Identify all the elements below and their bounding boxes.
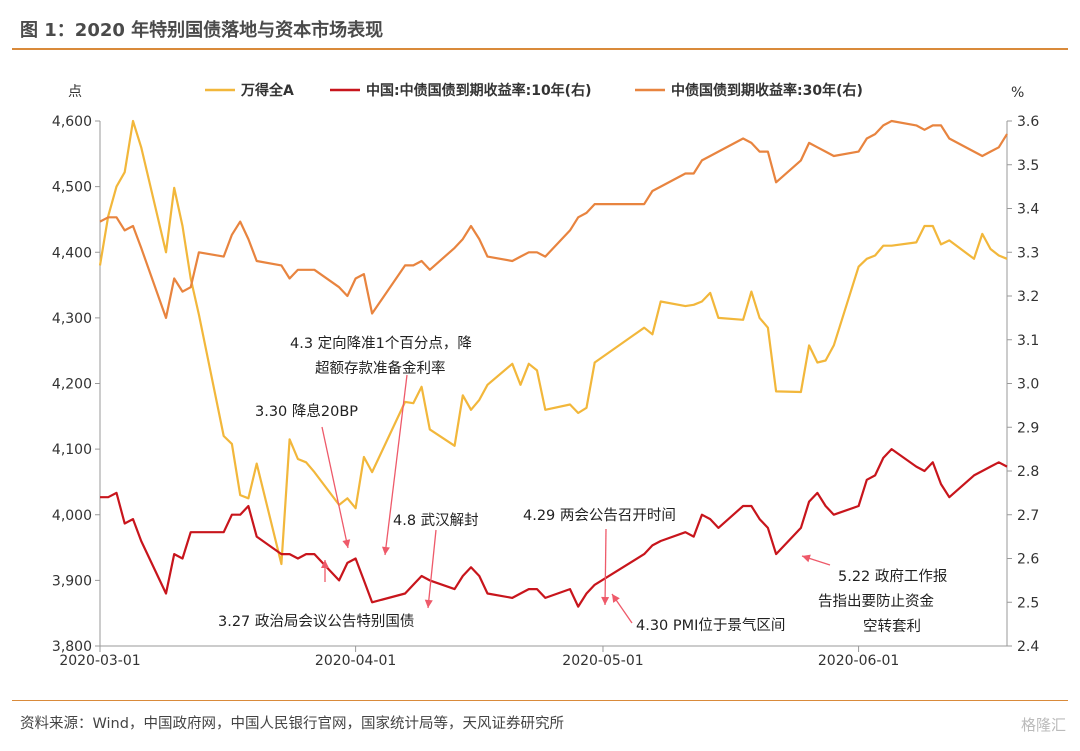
annotation-label: 3.30 降息20BP (255, 403, 358, 420)
annotation-arrowhead (342, 539, 351, 548)
annotation-arrow (604, 528, 607, 606)
y-tick-label-right: 3.6 (1017, 114, 1039, 130)
y-tick-label-right: 2.9 (1017, 420, 1039, 436)
y-tick-label-left: 4,400 (52, 245, 92, 261)
legend-label: 中债国债到期收益率:30年(右) (671, 82, 863, 99)
y-tick-label-right: 3.1 (1017, 333, 1039, 349)
annotation-label: 空转套利 (863, 618, 921, 635)
watermark: 格隆汇 (1020, 716, 1066, 734)
y-tick-label-left: 4,000 (52, 508, 92, 524)
legend-label: 万得全A (240, 82, 294, 99)
y-tick-label-left: 4,600 (52, 114, 92, 130)
annotation-arrow (321, 426, 349, 549)
annotation-arrowhead (601, 596, 610, 605)
annotation-arrowhead (382, 546, 390, 555)
y-tick-label-right: 2.6 (1017, 552, 1039, 568)
chart-title: 图 1：2020 年特别国债落地与资本市场表现 (20, 20, 384, 41)
footer-rule (12, 700, 1068, 701)
annotation-label: 4.8 武汉解封 (393, 512, 479, 529)
annotation-label: 4.3 定向降准1个百分点，降 (290, 335, 472, 352)
annotation-arrowhead (802, 554, 811, 563)
annotation-label: 告指出要防止资金 (818, 593, 934, 610)
x-tick-label: 2020-03-01 (59, 653, 140, 669)
annotation-label: 3.27 政治局会议公告特别国债 (218, 613, 414, 630)
y-tick-label-left: 3,900 (52, 573, 92, 589)
annotation-arrowhead (321, 560, 329, 568)
y-tick-label-left: 4,500 (52, 180, 92, 196)
y-axis-left-label: 点 (68, 84, 82, 100)
annotation-label: 4.30 PMI位于景气区间 (636, 617, 785, 634)
annotation-label: 5.22 政府工作报 (838, 568, 947, 585)
x-tick-label: 2020-06-01 (818, 653, 899, 669)
annotation-label: 4.29 两会公告召开时间 (523, 507, 676, 524)
source-note: 资料来源：Wind，中国政府网，中国人民银行官网，国家统计局等，天风证券研究所 (20, 716, 564, 732)
y-tick-label-right: 3.3 (1017, 245, 1039, 261)
y-tick-label-left: 3,800 (52, 639, 92, 655)
annotation-arrow (427, 529, 437, 609)
x-tick-label: 2020-04-01 (315, 653, 396, 669)
y-tick-label-left: 4,200 (52, 377, 92, 393)
series-line-bond-30y (99, 119, 1008, 319)
y-tick-label-right: 2.4 (1017, 639, 1039, 655)
series-line-wind-all-a (98, 119, 1008, 566)
y-tick-label-right: 2.7 (1017, 508, 1039, 524)
y-tick-label-right: 2.5 (1017, 595, 1039, 611)
series-line-bond-10y (100, 448, 1008, 608)
y-tick-label-right: 3.2 (1017, 289, 1039, 305)
annotation-arrowhead (612, 594, 620, 603)
y-tick-label-right: 3.5 (1017, 158, 1039, 174)
x-tick-label: 2020-05-01 (562, 653, 643, 669)
annotation-arrowhead (424, 599, 433, 608)
legend-label: 中国:中债国债到期收益率:10年(右) (366, 82, 591, 99)
y-tick-label-right: 2.8 (1017, 464, 1039, 480)
annotation-arrow (384, 374, 408, 556)
y-axis-right-label: % (1011, 85, 1024, 101)
chart: 点 % 3,800 3,900 4,000 4,100 4,200 4,300 4,400 4,5… (52, 82, 1039, 669)
annotation-label: 超额存款准备金利率 (315, 360, 446, 377)
y-tick-label-left: 4,300 (52, 311, 92, 327)
y-tick-label-right: 3.4 (1017, 202, 1039, 218)
title-rule (12, 48, 1068, 50)
y-tick-label-left: 4,100 (52, 442, 92, 458)
y-tick-label-right: 3.0 (1017, 377, 1039, 393)
